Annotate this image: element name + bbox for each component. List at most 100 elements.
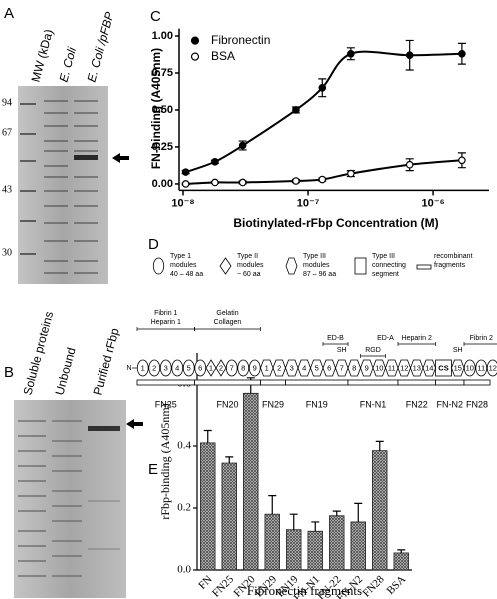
gel-band <box>44 205 68 207</box>
module <box>285 359 299 377</box>
legend-module <box>152 257 165 275</box>
module <box>148 359 161 377</box>
gel-band <box>20 190 36 192</box>
gel-band <box>20 133 36 135</box>
legend-label: Fibronectin <box>211 33 270 47</box>
data-point <box>318 175 327 184</box>
bar <box>329 515 345 571</box>
arrow <box>126 419 143 429</box>
y-tick-label: 0.2 <box>177 502 191 514</box>
gel-band <box>44 100 68 102</box>
bracket <box>360 354 386 358</box>
module <box>171 359 184 377</box>
gel-band <box>74 176 98 178</box>
gel-band <box>88 548 120 550</box>
module-label: 10 <box>466 363 474 372</box>
domain-annotation: Heparin 2 <box>402 335 432 342</box>
legend-fragment <box>416 264 432 270</box>
legend-marker <box>190 52 200 61</box>
gel-band <box>18 435 46 437</box>
x-tick-label: 10⁻⁶ <box>422 197 445 209</box>
fragment-bar <box>463 379 491 386</box>
bar <box>221 462 237 571</box>
bracket <box>397 342 436 346</box>
x-tick-label: BSA <box>385 573 409 597</box>
module <box>360 359 374 377</box>
module <box>486 359 497 377</box>
gel-band <box>44 190 68 192</box>
domain-annotation: Collagen <box>214 319 242 326</box>
y-tick-label: 0.25 <box>152 141 173 153</box>
legend-text: modules <box>170 262 197 269</box>
module-label: 3 <box>164 363 168 372</box>
bar <box>393 552 409 571</box>
x-tick-label: 10⁻⁸ <box>171 197 194 209</box>
bracket <box>194 327 261 331</box>
data-point <box>181 168 190 176</box>
gel-band <box>20 220 36 222</box>
gel-band <box>44 260 68 262</box>
data-point <box>211 178 219 187</box>
gel-band <box>52 575 82 577</box>
legend-text: Type 1 <box>170 253 191 260</box>
legend-label: BSA <box>211 49 235 63</box>
module-label: 7 <box>340 363 344 372</box>
gel-band <box>18 465 46 467</box>
data-point <box>238 141 247 150</box>
module-label: 6 <box>327 363 331 372</box>
gel-band <box>44 222 68 224</box>
bar <box>264 513 280 571</box>
domain-annotation: Heparin 1 <box>151 319 181 326</box>
module <box>410 359 424 377</box>
mw-marker: 30 <box>2 247 12 258</box>
error-bar <box>268 495 277 515</box>
domain-annotation: Fibrin 2 <box>470 335 493 342</box>
lane-label: E. Coli /pFBP <box>84 10 116 83</box>
legend-text: Type II <box>237 253 258 260</box>
module-label: 8 <box>352 363 356 372</box>
y-tick-label: 0.50 <box>152 104 173 116</box>
gel-band <box>44 240 68 242</box>
gel-band <box>18 575 46 577</box>
x-axis-label: Fibronectin fragments <box>247 583 362 598</box>
data-point <box>292 177 300 185</box>
y-tick-label: 0.00 <box>152 178 173 190</box>
data-point <box>292 106 300 114</box>
lane-label: Purified rFbp <box>90 326 121 396</box>
lane-label: Soluble proteins <box>20 310 56 397</box>
module <box>136 359 149 377</box>
y-axis-label: FN-binding (A405nm) <box>149 48 163 169</box>
module-label: CS <box>438 363 448 372</box>
module-label: 2 <box>219 363 223 372</box>
domain-annotation: RGD <box>365 347 381 354</box>
legend-text: 87 – 96 aa <box>303 271 336 278</box>
terminus-label: N <box>126 365 131 372</box>
domain-annotation: ED-A <box>377 335 394 342</box>
data-point <box>238 178 247 187</box>
fragment-bar <box>136 379 195 386</box>
fragment-label: FN25 <box>155 399 177 409</box>
bracket <box>463 342 497 346</box>
legend-module <box>219 257 232 275</box>
fragment-bar <box>260 379 286 386</box>
gel-band <box>52 440 82 442</box>
data-point <box>181 180 190 188</box>
bar <box>200 442 216 571</box>
error-bar <box>375 440 384 451</box>
legend-text: modules <box>303 262 330 269</box>
lane-label: Unbound <box>52 346 78 397</box>
module-label: 12 <box>400 363 408 372</box>
module-label: 7 <box>230 363 234 372</box>
gel-band <box>74 222 98 224</box>
gel-band <box>18 545 46 547</box>
module-label: 9 <box>365 363 369 372</box>
gel-band <box>44 165 68 167</box>
module <box>463 359 476 377</box>
fragment-label: FN29 <box>262 399 284 409</box>
module <box>215 359 227 377</box>
data-point <box>458 156 466 165</box>
fragment-label: FN22 <box>406 399 428 409</box>
bar <box>372 450 388 571</box>
module-label: 1 <box>265 363 269 372</box>
